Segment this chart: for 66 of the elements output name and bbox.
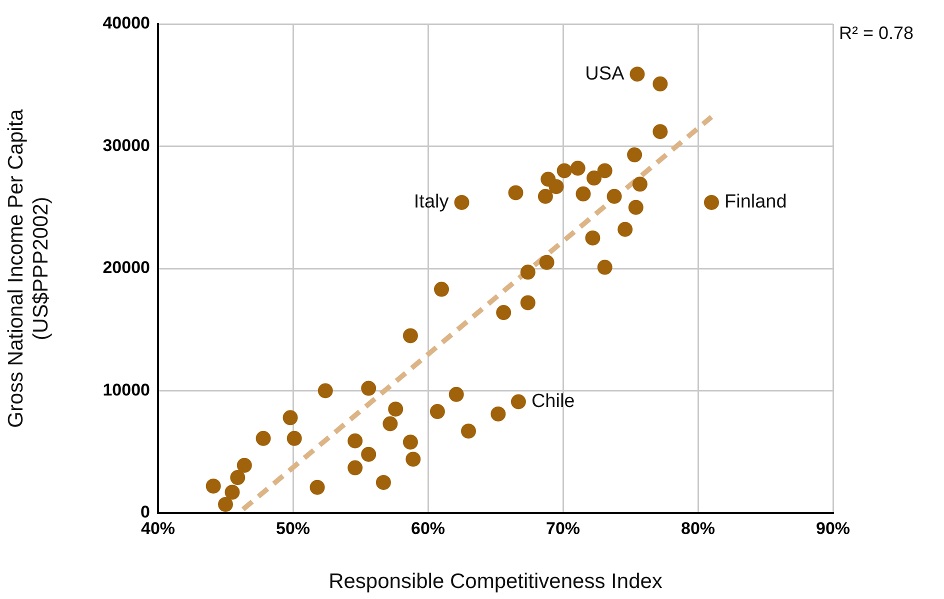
x-tick-label: 80% xyxy=(680,518,716,538)
point xyxy=(448,386,464,402)
x-tick-label: 50% xyxy=(276,518,310,538)
point xyxy=(318,383,333,398)
annotation: Chile xyxy=(531,390,575,412)
point xyxy=(348,460,363,476)
annotation: Italy xyxy=(414,192,450,213)
point xyxy=(361,446,376,462)
x-axis-title: Responsible Competitiveness Index xyxy=(328,570,663,594)
point xyxy=(361,380,376,396)
point xyxy=(382,416,398,432)
point xyxy=(630,66,645,82)
point xyxy=(256,430,271,446)
point xyxy=(618,222,633,237)
text: R² = 0.78 xyxy=(839,22,914,43)
point xyxy=(704,194,719,210)
point xyxy=(652,76,668,92)
point xyxy=(388,402,404,417)
y-tick-label: 30000 xyxy=(102,136,150,155)
point xyxy=(628,200,644,215)
point xyxy=(585,230,600,246)
point xyxy=(597,163,612,178)
x-tick-label: 60% xyxy=(410,518,446,538)
y-tick-label: 40000 xyxy=(102,14,150,33)
point xyxy=(310,480,325,495)
point xyxy=(348,433,363,448)
point xyxy=(218,496,233,512)
point xyxy=(652,124,668,140)
point xyxy=(597,260,612,275)
point xyxy=(236,458,252,473)
point xyxy=(632,176,648,192)
point xyxy=(606,188,622,204)
point xyxy=(627,147,642,162)
point xyxy=(538,188,553,204)
point xyxy=(402,434,418,450)
y-tick-label: 10000 xyxy=(102,380,150,400)
point xyxy=(539,254,554,270)
x-tick-label: 70% xyxy=(546,518,580,538)
point xyxy=(461,424,476,439)
point xyxy=(434,282,449,297)
point xyxy=(206,478,221,494)
x-tick-label: 90% xyxy=(816,518,850,538)
point xyxy=(508,185,524,200)
point xyxy=(586,170,602,186)
y-axis-title: Gross National Income Per Capita (US$PPP2002) xyxy=(4,108,53,428)
point xyxy=(406,452,421,467)
point xyxy=(510,394,526,410)
point xyxy=(576,186,591,202)
point xyxy=(430,404,445,420)
point xyxy=(286,430,302,446)
point xyxy=(556,163,572,178)
point xyxy=(224,484,240,500)
point xyxy=(282,410,298,426)
point xyxy=(520,295,536,310)
point xyxy=(570,160,586,176)
point xyxy=(230,470,246,486)
point xyxy=(520,264,536,280)
point xyxy=(402,328,418,344)
point xyxy=(454,194,470,210)
y-tick-label: 20000 xyxy=(102,258,150,278)
annotation: Finland xyxy=(724,192,787,213)
point xyxy=(496,305,512,320)
annotation: USA xyxy=(585,63,625,84)
point xyxy=(548,179,564,194)
point xyxy=(490,406,506,422)
point xyxy=(376,474,391,490)
